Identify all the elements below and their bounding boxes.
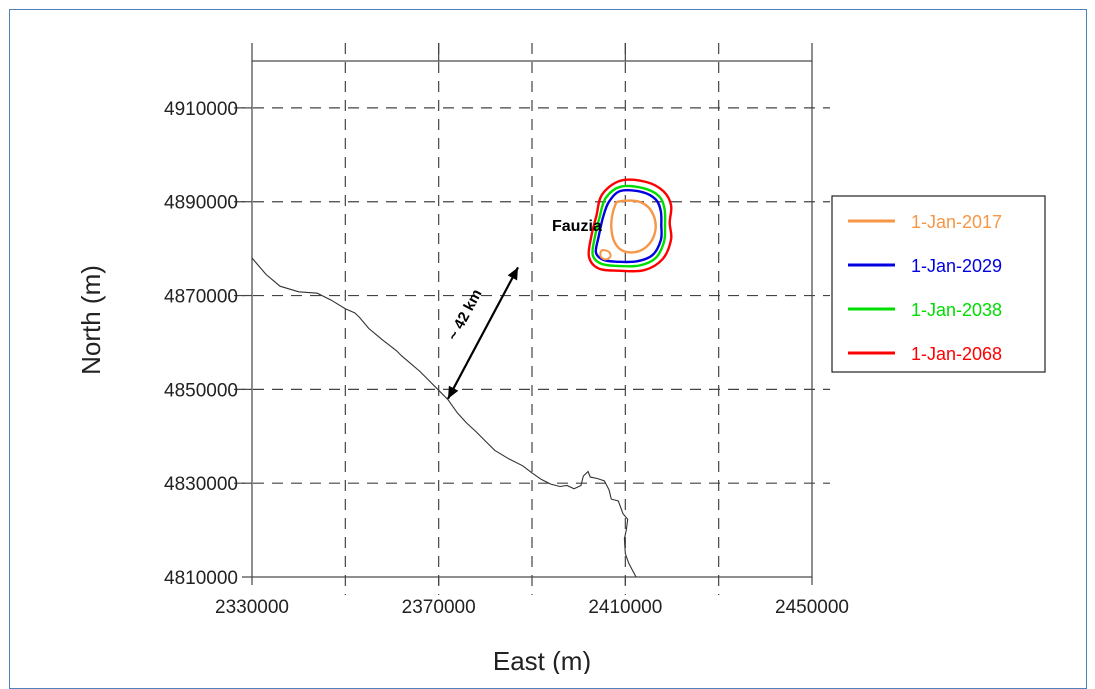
distance-arrow-head-sw bbox=[448, 385, 459, 399]
map-chart: 2330000 2370000 2410000 2450000 4810000 48300… bbox=[76, 43, 1046, 674]
ticks-layer: 2330000 2370000 2410000 2450000 4810000 48300… bbox=[164, 43, 849, 618]
x-tick-label: 2410000 bbox=[588, 597, 662, 618]
legend-label: 1-Jan-2029 bbox=[911, 256, 1002, 276]
y-tick-label: 4810000 bbox=[164, 568, 238, 589]
coastline-line bbox=[251, 257, 637, 578]
contour-1-Jan-2068 bbox=[587, 178, 673, 273]
legend-label: 1-Jan-2038 bbox=[911, 300, 1002, 320]
y-tick-label: 4870000 bbox=[164, 287, 238, 308]
y-tick-label: 4890000 bbox=[164, 193, 238, 214]
x-tick-label: 2330000 bbox=[215, 597, 289, 618]
grid-layer bbox=[234, 43, 830, 595]
plot-frame bbox=[251, 60, 813, 578]
legend-box bbox=[831, 195, 1046, 373]
distance-arrow-head-ne bbox=[507, 267, 518, 281]
x-tick-label: 2370000 bbox=[402, 597, 476, 618]
y-tick-label: 4850000 bbox=[164, 380, 238, 401]
y-tick-label: 4830000 bbox=[164, 474, 238, 495]
legend: 1-Jan-2017 1-Jan-2029 1-Jan-2038 1-Jan-2068 bbox=[831, 195, 1046, 373]
contour-1-Jan-2017-small bbox=[599, 248, 612, 261]
legend-label: 1-Jan-2068 bbox=[911, 344, 1002, 364]
plume-contours bbox=[587, 178, 673, 273]
contour-1-Jan-2017 bbox=[610, 199, 657, 254]
legend-label: 1-Jan-2017 bbox=[911, 212, 1002, 232]
contour-1-Jan-2038 bbox=[591, 184, 667, 268]
x-tick-label: 2450000 bbox=[775, 597, 849, 618]
y-axis-label: North (m) bbox=[76, 265, 106, 375]
distance-arrow-shaft bbox=[447, 266, 519, 400]
y-tick-label: 4910000 bbox=[164, 99, 238, 120]
distance-arrow bbox=[447, 266, 519, 400]
site-label: Fauzia bbox=[552, 218, 602, 235]
x-axis-label: East (m) bbox=[493, 646, 591, 674]
contour-1-Jan-2029 bbox=[594, 188, 663, 264]
